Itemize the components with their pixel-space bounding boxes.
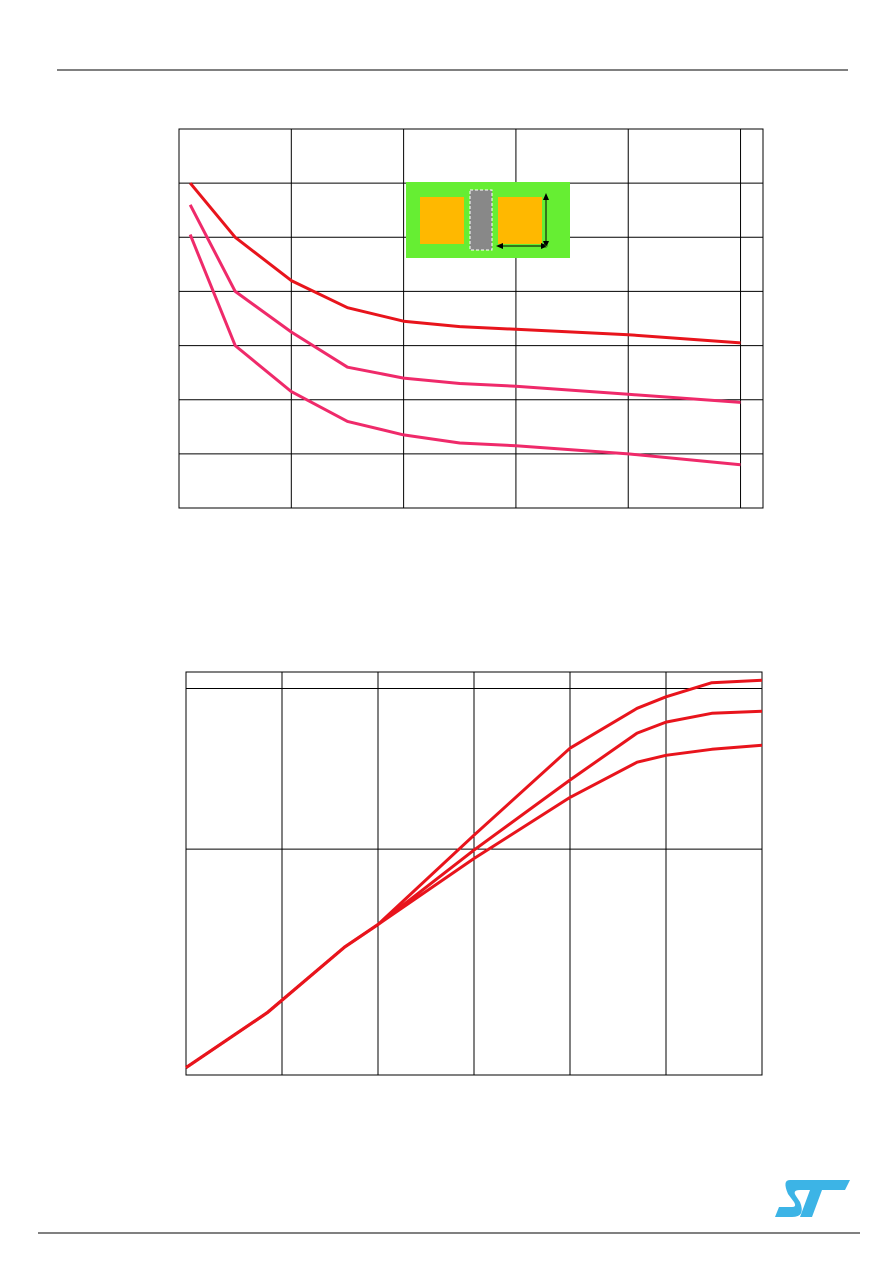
st-logo <box>775 1180 850 1217</box>
series-line <box>188 204 741 404</box>
logo-shape <box>775 1180 850 1217</box>
series-line <box>185 743 763 1069</box>
arrow-heads <box>496 193 549 249</box>
series-line <box>189 182 741 345</box>
pad <box>420 197 464 244</box>
series-line <box>188 234 741 467</box>
component <box>469 189 493 251</box>
pad <box>498 197 542 244</box>
plot-frame <box>178 128 764 509</box>
inset-diagram <box>406 182 570 258</box>
